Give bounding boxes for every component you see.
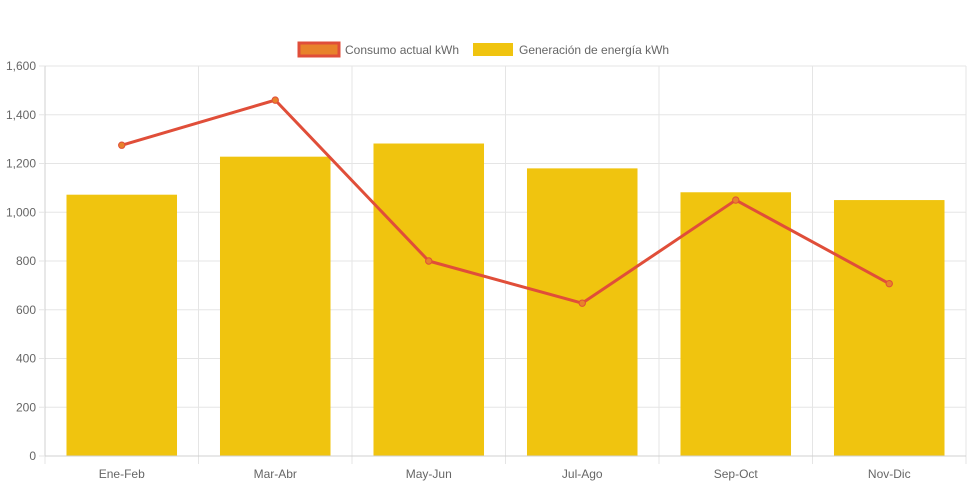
x-tick-label: Mar-Abr xyxy=(254,467,297,481)
x-tick-label: Ene-Feb xyxy=(99,467,145,481)
bar-generacion[interactable] xyxy=(219,156,331,457)
line-consumo-actual xyxy=(121,98,890,305)
y-tick-label: 1,200 xyxy=(6,157,36,171)
bar-generacion[interactable] xyxy=(373,143,485,456)
y-tick-label: 800 xyxy=(16,254,36,268)
x-tick-label: Jul-Ago xyxy=(562,467,603,481)
legend-label-consumption: Consumo actual kWh xyxy=(345,43,459,57)
y-tick-label: 400 xyxy=(16,352,36,366)
legend-swatch-generation xyxy=(473,43,513,56)
y-tick-label: 0 xyxy=(29,449,36,463)
grid-lines xyxy=(44,65,967,464)
bar-generacion[interactable] xyxy=(66,194,178,456)
y-axis-ticks: 0 200 400 600 800 1,000 1,200 1,400 1,600 xyxy=(6,59,45,463)
point-consumo-actual[interactable] xyxy=(425,257,433,265)
y-tick-label: 200 xyxy=(16,400,36,414)
point-consumo-actual[interactable] xyxy=(885,279,893,288)
legend-swatch-consumption xyxy=(297,41,341,58)
legend-item-generation[interactable]: Generación de energía kWh xyxy=(473,43,669,57)
point-consumo-actual[interactable] xyxy=(271,96,279,104)
x-axis-ticks: Ene-Feb Mar-Abr May-Jun Jul-Ago Sep-Oct Nov-D… xyxy=(99,467,911,481)
y-tick-label: 1,400 xyxy=(6,108,36,122)
legend-item-consumption[interactable]: Consumo actual kWh xyxy=(297,41,459,58)
generation-bars xyxy=(66,143,945,457)
point-consumo-actual[interactable] xyxy=(732,196,740,204)
x-tick-label: Sep-Oct xyxy=(714,467,759,481)
legend-label-generation: Generación de energía kWh xyxy=(519,43,669,57)
x-tick-label: Nov-Dic xyxy=(868,467,911,481)
point-consumo-actual[interactable] xyxy=(578,299,586,307)
x-tick-label: May-Jun xyxy=(406,467,452,481)
y-tick-label: 600 xyxy=(16,303,36,317)
bar-generacion[interactable] xyxy=(526,168,638,456)
legend: Consumo actual kWh Generación de energía… xyxy=(297,41,669,58)
bar-generacion[interactable] xyxy=(680,192,792,456)
bar-generacion[interactable] xyxy=(833,200,945,456)
y-tick-label: 1,000 xyxy=(6,205,36,219)
point-consumo-actual[interactable] xyxy=(118,141,126,149)
consumption-line-series xyxy=(118,96,893,307)
y-tick-label: 1,600 xyxy=(6,59,36,73)
